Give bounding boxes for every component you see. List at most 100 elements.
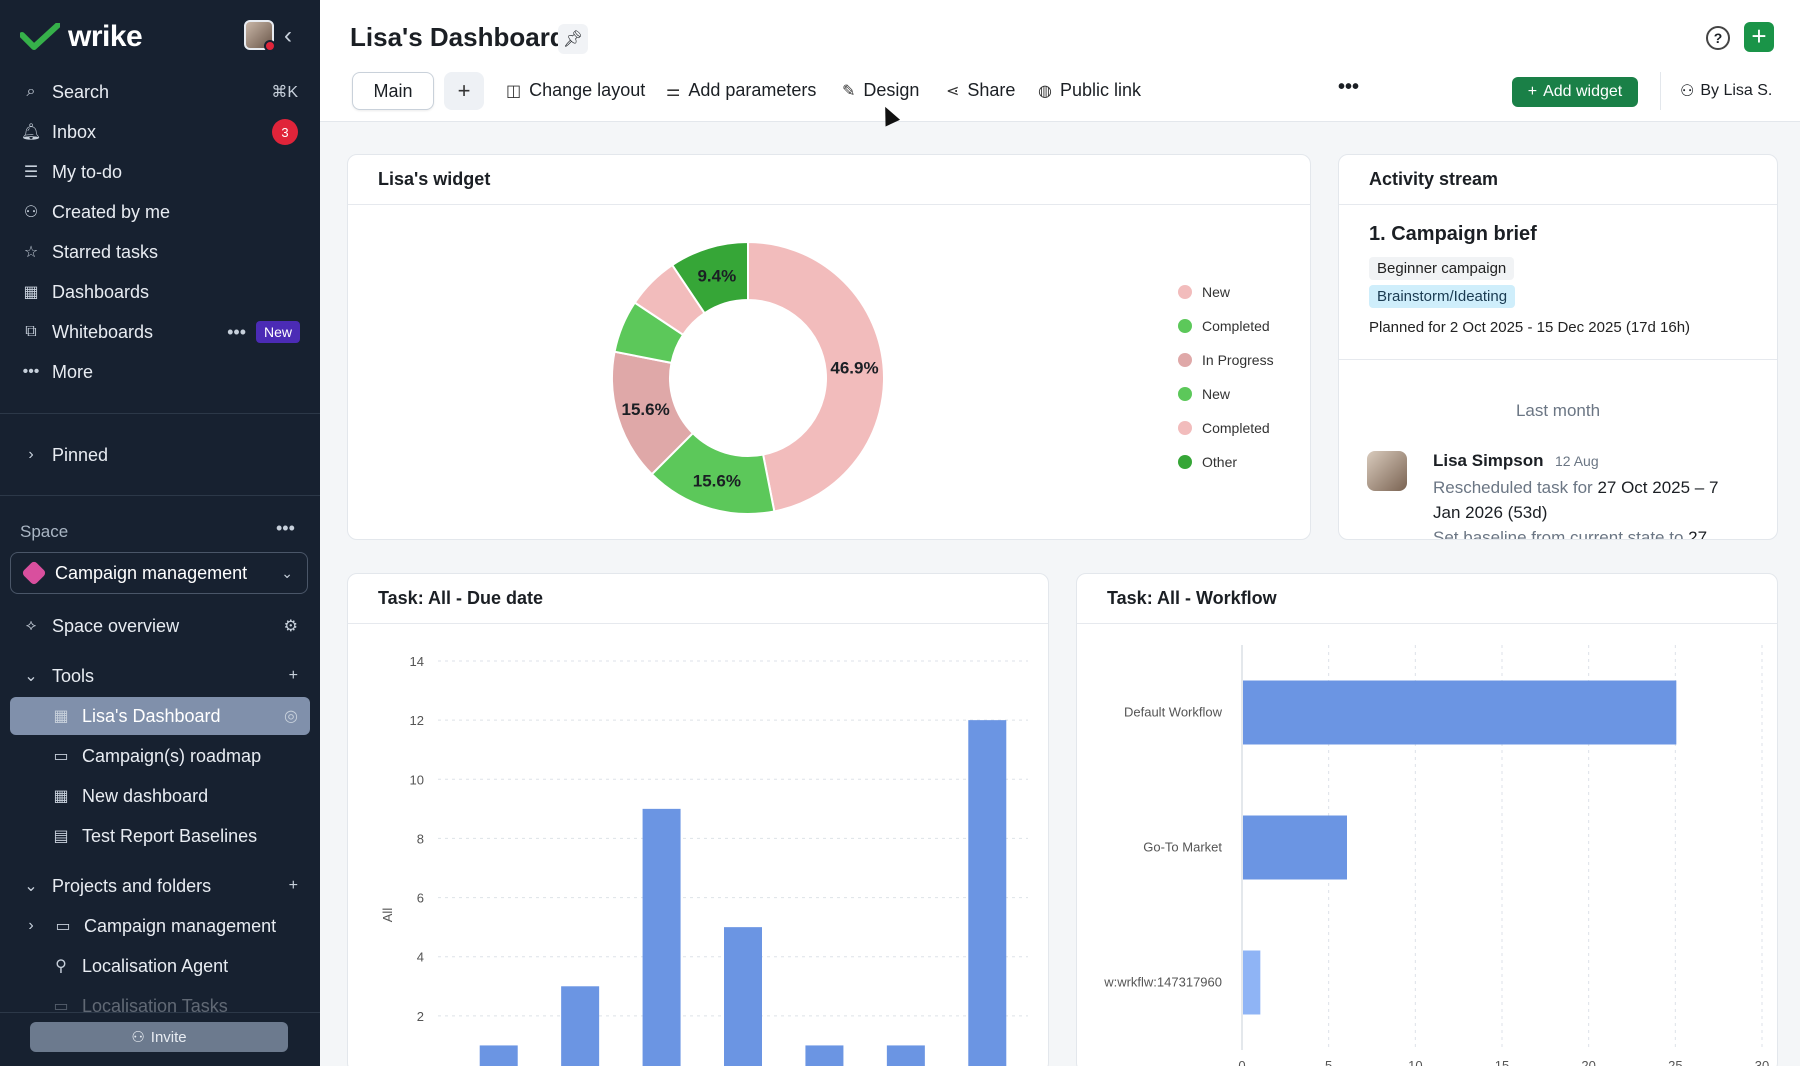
space-selector[interactable]: Campaign management ⌄ [10, 552, 308, 594]
slice-label: 46.9% [830, 359, 878, 378]
pin-icon[interactable]: 📌︎ [558, 24, 588, 54]
invite-button[interactable]: ⚇ Invite [30, 1022, 288, 1052]
legend-item[interactable]: Other [1178, 445, 1274, 479]
sidebar-item-my-todo[interactable]: ☰ My to-do [10, 153, 310, 191]
more-icon: ••• [22, 363, 40, 380]
notification-dot [264, 40, 276, 52]
sidebar-item-campaign-roadmap[interactable]: ▭ Campaign(s) roadmap [10, 737, 310, 775]
legend-item[interactable]: New [1178, 275, 1274, 309]
gear-icon[interactable]: ⚙ [283, 618, 298, 635]
create-new-button[interactable]: + [1744, 22, 1774, 52]
legend-item[interactable]: In Progress [1178, 343, 1274, 377]
overview-icon: ⟡ [25, 617, 37, 634]
share-button[interactable]: ⋖ Share [946, 80, 1015, 101]
activity-task-title[interactable]: 1. Campaign brief [1369, 223, 1537, 245]
legend-label: Completed [1202, 420, 1270, 436]
x-tick-label: 20 [1581, 1058, 1595, 1066]
sidebar-item-label: Pinned [52, 444, 109, 465]
sidebar-item-test-report-baselines[interactable]: ▤ Test Report Baselines [10, 817, 310, 855]
folder-icon: ▭ [53, 998, 69, 1015]
bar [1243, 815, 1347, 880]
user-avatar[interactable] [244, 20, 276, 52]
sidebar-item-localisation-agent[interactable]: ⚲ Localisation Agent [10, 947, 310, 985]
add-widget-button[interactable]: + Add widget [1512, 77, 1638, 107]
sidebar-item-label: Inbox [52, 121, 97, 142]
space-selector-value: Campaign management [55, 562, 248, 583]
widget-due-date[interactable]: Task: All - Due date 2 4 6 8 10 12 14 All [347, 573, 1049, 1066]
sidebar-item-tools[interactable]: ⌄ Tools + [10, 657, 310, 695]
sidebar-item-localisation-tasks[interactable]: ▭ Localisation Tasks [10, 987, 310, 1025]
wrike-logo[interactable]: wrike [20, 20, 143, 54]
sidebar-item-campaign-management-folder[interactable]: › ▭ Campaign management [10, 907, 310, 945]
check-circle-icon[interactable]: ◎ [284, 708, 298, 725]
sidebar-item-dashboards[interactable]: ▦ Dashboards [10, 273, 310, 311]
sidebar-item-created-by-me[interactable]: ⚇ Created by me [10, 193, 310, 231]
tab-main[interactable]: Main [352, 72, 434, 110]
widget-title: Task: All - Due date [348, 574, 1048, 624]
sidebar-item-projects-folders[interactable]: ⌄ Projects and folders + [10, 867, 310, 905]
x-tick-label: 30 [1755, 1058, 1769, 1066]
sidebar-item-more[interactable]: ••• More [10, 353, 310, 391]
widget-lisas-widget[interactable]: Lisa's widget 46.9% 15.6% 15.6% 9.4% New Co… [347, 154, 1311, 540]
whiteboard-icon: ⧉ [25, 323, 37, 340]
owner-filter[interactable]: ⚇ By Lisa S. [1680, 81, 1772, 101]
sidebar-item-inbox[interactable]: 🔔︎ Inbox 3 [10, 113, 310, 151]
collapse-sidebar-icon[interactable]: ‹ [284, 22, 292, 49]
widget-title: Task: All - Workflow [1077, 574, 1777, 624]
add-project-icon[interactable]: + [288, 877, 298, 894]
sidebar-item-pinned[interactable]: › Pinned [10, 436, 310, 474]
add-tool-icon[interactable]: + [288, 667, 298, 684]
activity-text: Set baseline from current state to [1433, 528, 1684, 540]
sidebar-item-label: New dashboard [82, 785, 209, 806]
sidebar-item-new-dashboard[interactable]: ▦ New dashboard [10, 777, 310, 815]
sidebar-item-label: Starred tasks [52, 241, 159, 262]
legend-swatch [1178, 455, 1192, 469]
bar [1243, 680, 1677, 745]
sidebar-item-starred-tasks[interactable]: ☆ Starred tasks [10, 233, 310, 271]
x-tick-label: 15 [1495, 1058, 1509, 1066]
status-chip[interactable]: Brainstorm/Ideating [1369, 285, 1516, 308]
public-link-button[interactable]: ◍ Public link [1038, 80, 1141, 101]
legend-item[interactable]: Completed [1178, 309, 1274, 343]
design-button[interactable]: ✎ Design [842, 80, 919, 101]
sidebar-item-search[interactable]: ⌕ Search ⌘K [10, 73, 310, 111]
sidebar-item-whiteboards[interactable]: ⧉ Whiteboards ••• New [10, 313, 310, 351]
chevron-right-icon: › [28, 917, 34, 934]
y-tick-label: 4 [417, 950, 424, 965]
star-icon: ☆ [23, 244, 39, 261]
widget-activity-stream[interactable]: Activity stream 1. Campaign brief Beginn… [1338, 154, 1778, 540]
dashboard-icon: ▦ [53, 708, 69, 725]
new-badge: New [255, 321, 300, 343]
legend-label: New [1202, 386, 1231, 402]
x-tick-label: 0 [1238, 1058, 1245, 1066]
more-actions-icon[interactable]: ••• [1338, 76, 1360, 98]
sidebar-item-space-overview[interactable]: ⟡ Space overview ⚙ [10, 607, 310, 645]
legend-item[interactable]: New [1178, 377, 1274, 411]
calendar-icon: ▭ [53, 748, 69, 765]
y-tick-label: 2 [417, 1009, 424, 1024]
space-more-icon[interactable]: ••• [276, 518, 295, 538]
add-parameters-button[interactable]: ⚌ Add parameters [666, 80, 816, 101]
sidebar-divider [0, 413, 320, 414]
add-tab-button[interactable]: + [444, 72, 484, 110]
activity-user[interactable]: Lisa Simpson [1433, 451, 1544, 470]
whiteboards-more-icon[interactable]: ••• [227, 321, 246, 342]
widget-workflow[interactable]: Task: All - Workflow 0 5 10 15 20 25 30 Default… [1076, 573, 1778, 1066]
activity-line: Set baseline from current state to 27 [1433, 525, 1733, 540]
bar [805, 1045, 844, 1066]
help-icon[interactable]: ? [1706, 26, 1730, 50]
wrike-checkmark-icon [20, 23, 60, 50]
project-chip[interactable]: Beginner campaign [1369, 257, 1515, 280]
sidebar-item-label: Dashboards [52, 281, 150, 302]
sidebar-item-lisas-dashboard[interactable]: ▦ Lisa's Dashboard ◎ [10, 697, 310, 735]
y-tick-label: 14 [410, 654, 424, 669]
sidebar-item-label: Campaign(s) roadmap [82, 745, 262, 766]
bar [561, 986, 600, 1066]
invite-user-icon: ⚇ [131, 1029, 145, 1046]
invite-label: Invite [150, 1028, 187, 1046]
legend-item[interactable]: Completed [1178, 411, 1274, 445]
add-parameters-label: Add parameters [688, 80, 817, 100]
donut-legend: New Completed In Progress New Completed … [1178, 275, 1274, 479]
change-layout-button[interactable]: ◫ Change layout [506, 80, 645, 101]
sidebar-item-label: Tools [52, 665, 95, 686]
